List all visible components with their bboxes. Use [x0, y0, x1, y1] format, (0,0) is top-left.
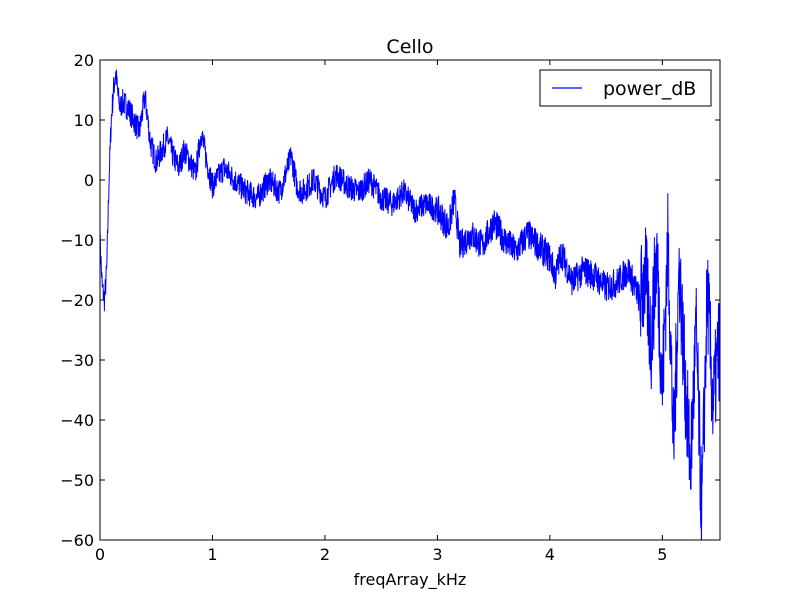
plot-frame [99, 59, 721, 541]
chart-title: Cello [386, 36, 433, 58]
legend: power_dB [539, 69, 712, 107]
plot-background [100, 60, 720, 540]
x-tick-label: 1 [207, 545, 217, 564]
tick-labels: 0 1 2 3 4 5 −60 −50 −40 −30 −20 −10 0 10 20 [60, 51, 667, 564]
x-tick-label: 5 [657, 545, 667, 564]
x-tick-label: 2 [320, 545, 330, 564]
y-tick-label: −10 [60, 231, 94, 250]
y-tick-label: 10 [74, 111, 94, 130]
x-tick-label: 3 [432, 545, 442, 564]
y-tick-label: −30 [60, 351, 94, 370]
y-tick-label: 20 [74, 51, 94, 70]
legend-label: power_dB [603, 78, 696, 100]
series-group [100, 69, 720, 540]
x-axis-label: freqArray_kHz [354, 570, 467, 590]
series-line-power_dB [100, 69, 720, 540]
y-tick-label: −20 [60, 291, 94, 310]
y-tick-label: −40 [60, 411, 94, 430]
y-tick-label: −60 [60, 531, 94, 550]
y-tick-label: −50 [60, 471, 94, 490]
y-tick-label: 0 [84, 171, 94, 190]
x-tick-label: 0 [95, 545, 105, 564]
x-tick-label: 4 [545, 545, 555, 564]
